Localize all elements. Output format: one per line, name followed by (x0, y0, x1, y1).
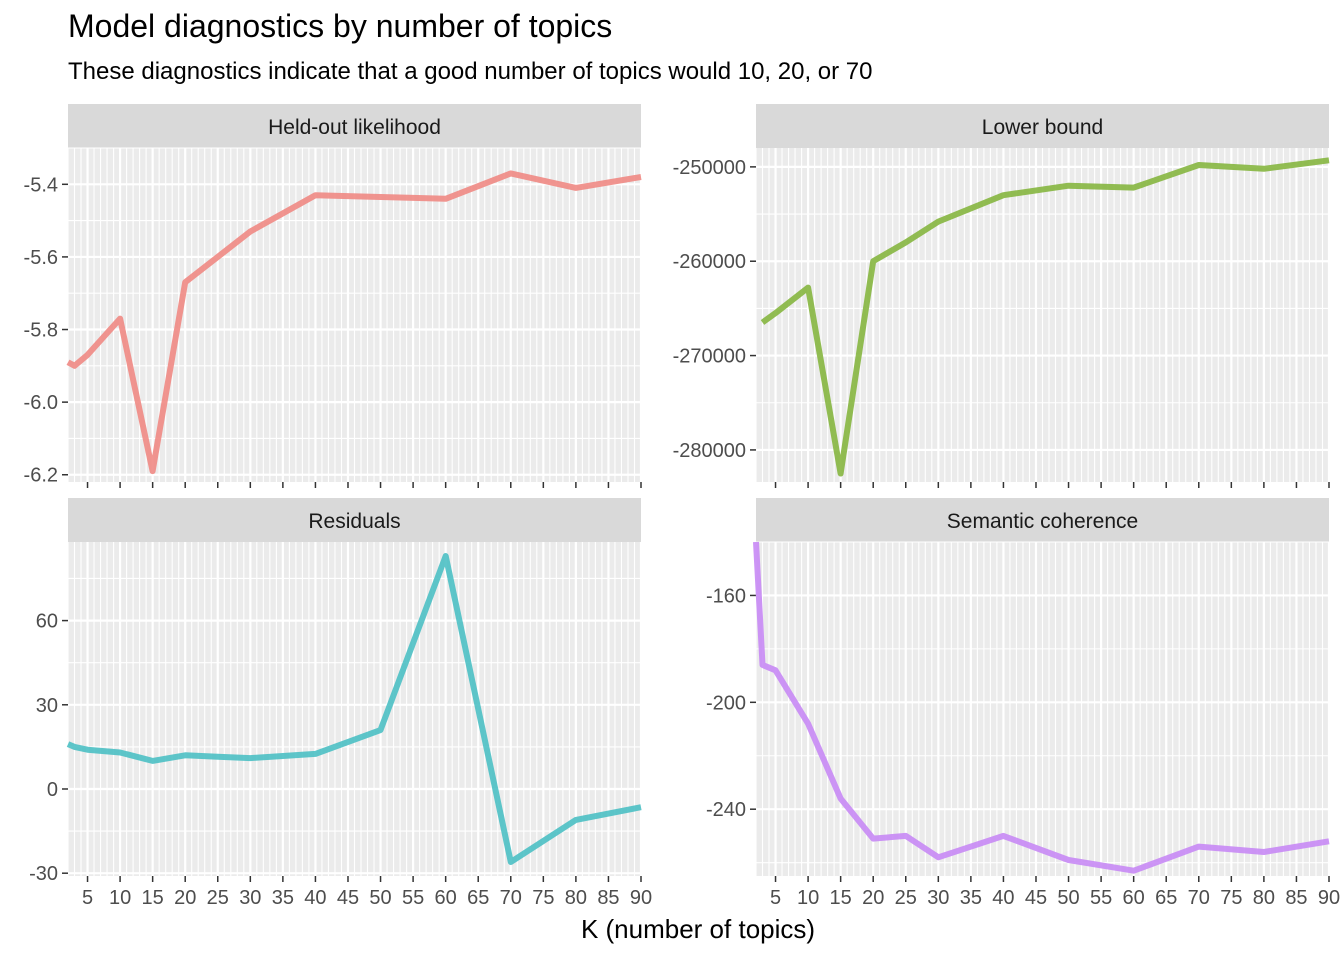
x-tick-label: 55 (402, 887, 424, 909)
x-tick-label: 70 (1188, 887, 1210, 909)
y-tick-label: -6.0 (24, 392, 58, 414)
chart-title: Model diagnostics by number of topics (68, 8, 613, 44)
x-tick-label: 20 (174, 887, 196, 909)
x-tick-label: 35 (960, 887, 982, 909)
facet-strip (756, 104, 1329, 148)
facet-strip (68, 498, 641, 542)
facet-panel-2: Residuals -30 0 30 60 5 10 15 20 25 30 35 40 45 50 55 60… (29, 498, 652, 909)
y-tick-label: -270000 (673, 346, 746, 368)
y-tick-label: 60 (36, 611, 58, 633)
x-tick-label: 50 (1057, 887, 1079, 909)
facet-strip-label: Lower bound (982, 116, 1103, 139)
y-tick-label: 30 (36, 695, 58, 717)
y-tick-label: -260000 (673, 251, 746, 273)
x-tick-label: 30 (927, 887, 949, 909)
facet-strip (68, 104, 641, 148)
x-tick-label: 40 (992, 887, 1014, 909)
facet-panel-3: Semantic coherence -240 -200 -160 5 10 15 20 25 3… (706, 498, 1340, 909)
x-tick-label: 10 (109, 887, 131, 909)
y-tick-label: -280000 (673, 440, 746, 462)
x-tick-label: 75 (532, 887, 554, 909)
facet-strip-label: Residuals (308, 510, 400, 533)
series-line (66, 553, 642, 865)
x-tick-label: 40 (304, 887, 326, 909)
x-tick-label: 45 (337, 887, 359, 909)
x-tick-label: 65 (1155, 887, 1177, 909)
x-tick-label: 45 (1025, 887, 1047, 909)
x-tick-label: 15 (830, 887, 852, 909)
x-tick-label: 25 (895, 887, 917, 909)
x-tick-label: 5 (770, 887, 781, 909)
x-tick-label: 20 (862, 887, 884, 909)
y-tick-label: -200 (706, 692, 746, 714)
y-tick-label: -160 (706, 585, 746, 607)
x-tick-label: 85 (1285, 887, 1307, 909)
series-line (760, 157, 1330, 477)
x-tick-label: 10 (797, 887, 819, 909)
facet-strip-label: Held-out likelihood (268, 116, 441, 139)
x-tick-label: 25 (207, 887, 229, 909)
x-tick-label: 50 (369, 887, 391, 909)
y-tick-label: -250000 (673, 157, 746, 179)
facet-strip (756, 498, 1329, 542)
facet-panel-1: Lower bound -280000 -270000 -260000 -250000 (673, 104, 1331, 488)
x-tick-label: 60 (1123, 887, 1145, 909)
x-tick-label: 65 (467, 887, 489, 909)
x-tick-label: 70 (500, 887, 522, 909)
x-tick-label: 30 (239, 887, 261, 909)
x-tick-label: 85 (597, 887, 619, 909)
y-tick-label: -6.2 (24, 465, 58, 487)
series-line (753, 541, 1330, 874)
facet-strip-label: Semantic coherence (947, 510, 1138, 533)
x-tick-label: 80 (1253, 887, 1275, 909)
series-line (66, 170, 642, 475)
facet-panel-0: Held-out likelihood -6.2 -6.0 -5.8 -5.6 -5.4 (24, 104, 643, 488)
y-tick-label: -5.8 (24, 320, 58, 342)
x-tick-label: 55 (1090, 887, 1112, 909)
y-tick-label: -5.4 (24, 174, 58, 196)
y-tick-label: 0 (47, 779, 58, 801)
x-tick-label: 60 (435, 887, 457, 909)
x-tick-label: 75 (1220, 887, 1242, 909)
x-tick-label: 15 (142, 887, 164, 909)
x-tick-label: 80 (565, 887, 587, 909)
y-tick-label: -30 (29, 863, 58, 885)
x-tick-label: 35 (272, 887, 294, 909)
y-tick-label: -5.6 (24, 247, 58, 269)
y-tick-label: -240 (706, 799, 746, 821)
x-tick-label: 90 (630, 887, 652, 909)
chart-subtitle: These diagnostics indicate that a good n… (68, 58, 873, 85)
x-axis-label: K (number of topics) (580, 914, 816, 944)
x-tick-label: 90 (1318, 887, 1340, 909)
x-tick-label: 5 (82, 887, 93, 909)
